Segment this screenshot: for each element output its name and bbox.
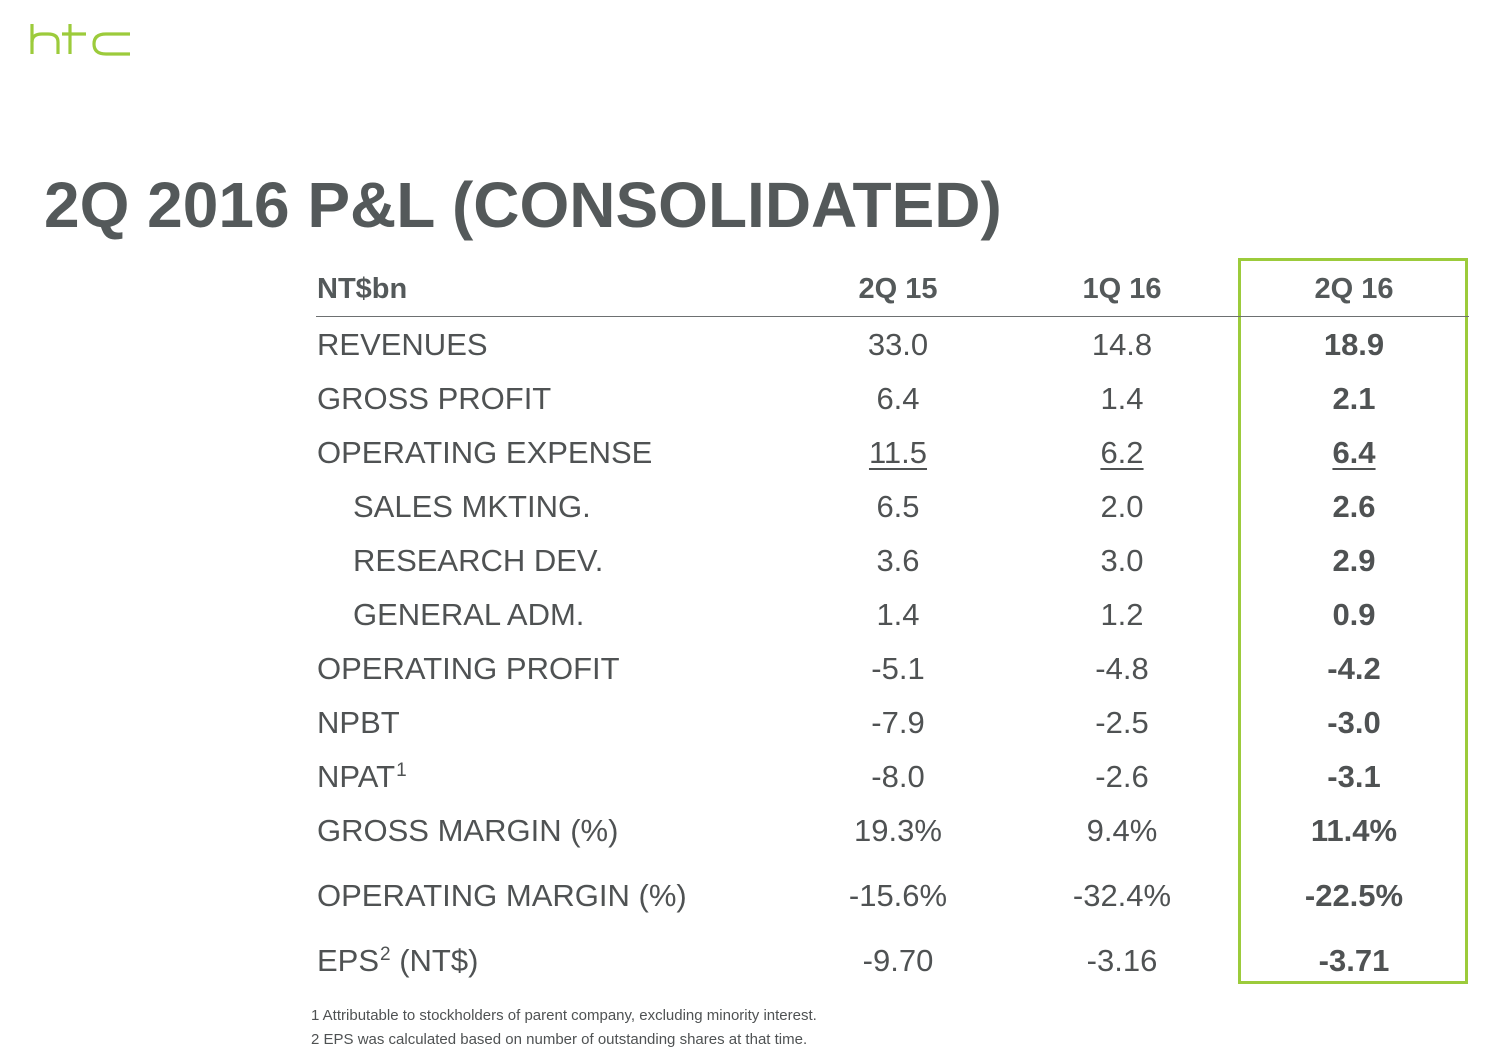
value-2q15: 19.3%	[854, 813, 942, 848]
page-title: 2Q 2016 P&L (CONSOLIDATED)	[44, 169, 1002, 241]
value-2q15: 6.5	[876, 489, 920, 524]
value-2q15: -8.0	[871, 759, 925, 794]
value-1q16: -2.6	[1095, 759, 1149, 794]
value-2q15: -15.6%	[848, 878, 948, 913]
value-2q16: 0.9	[1332, 597, 1376, 632]
table-row-operating-margin: OPERATING MARGIN (%) -15.6% -32.4% -22.5…	[0, 876, 1500, 916]
footnotes: 1 Attributable to stockholders of parent…	[311, 1004, 817, 1052]
value-2q15: -9.70	[862, 943, 934, 978]
row-label: OPERATING EXPENSE	[317, 435, 653, 470]
value-2q16: -3.71	[1318, 943, 1390, 978]
htc-logo	[30, 24, 130, 56]
row-label: SALES MKTING.	[353, 489, 591, 524]
value-1q16: -32.4%	[1072, 878, 1172, 913]
row-label: OPERATING MARGIN (%)	[317, 878, 687, 913]
row-label: NPAT	[317, 759, 396, 794]
value-2q16: 18.9	[1323, 327, 1385, 362]
table-row-general-adm: GENERAL ADM. 1.4 1.2 0.9	[0, 595, 1500, 635]
value-2q15: 3.6	[876, 543, 920, 578]
col-header-2q15: 2Q 15	[858, 273, 938, 305]
table-row-gross-margin: GROSS MARGIN (%) 19.3% 9.4% 11.4%	[0, 811, 1500, 851]
value-1q16: -4.8	[1095, 651, 1149, 686]
value-1q16: 1.2	[1100, 597, 1144, 632]
value-2q15: 33.0	[867, 327, 929, 362]
value-2q16: -3.0	[1327, 705, 1381, 740]
value-2q16: -3.1	[1327, 759, 1381, 794]
footnote-1: 1 Attributable to stockholders of parent…	[311, 1007, 817, 1024]
row-label: GROSS MARGIN (%)	[317, 813, 619, 848]
table-header-row: NT$bn 2Q 15 1Q 16 2Q 16	[0, 269, 1500, 309]
value-1q16: 2.0	[1100, 489, 1144, 524]
value-2q16: 2.1	[1332, 381, 1376, 416]
table-row-eps: EPS2 (NT$) -9.70 -3.16 -3.71	[0, 941, 1500, 981]
table-row-sales-marketing: SALES MKTING. 6.5 2.0 2.6	[0, 487, 1500, 527]
table-row-research-dev: RESEARCH DEV. 3.6 3.0 2.9	[0, 541, 1500, 581]
row-label: REVENUES	[317, 327, 488, 362]
table-row-operating-expense: OPERATING EXPENSE 11.5 6.2 6.4	[0, 433, 1500, 473]
value-2q15: 6.4	[876, 381, 920, 416]
footnote-marker: 2	[380, 944, 391, 965]
table-row-operating-profit: OPERATING PROFIT -5.1 -4.8 -4.2	[0, 649, 1500, 689]
value-1q16: -2.5	[1095, 705, 1149, 740]
table-row-npbt: NPBT -7.9 -2.5 -3.0	[0, 703, 1500, 743]
unit-header: NT$bn	[317, 273, 408, 305]
value-2q16: -22.5%	[1304, 878, 1404, 913]
row-label: EPS	[317, 943, 380, 978]
value-2q15: -7.9	[871, 705, 925, 740]
value-2q15: 11.5	[868, 435, 928, 470]
value-1q16: 6.2	[1100, 435, 1144, 470]
value-1q16: 1.4	[1100, 381, 1144, 416]
row-label: RESEARCH DEV.	[353, 543, 604, 578]
row-label: OPERATING PROFIT	[317, 651, 620, 686]
current-quarter-highlight	[1238, 258, 1468, 984]
row-label: GENERAL ADM.	[353, 597, 585, 632]
value-1q16: 9.4%	[1086, 813, 1158, 848]
value-2q16: 2.9	[1332, 543, 1376, 578]
row-label-suffix: (NT$)	[390, 943, 479, 978]
value-2q15: 1.4	[876, 597, 920, 632]
header-divider	[316, 316, 1469, 317]
col-header-2q16: 2Q 16	[1314, 273, 1394, 305]
table-row-revenues: REVENUES 33.0 14.8 18.9	[0, 325, 1500, 365]
footnote-marker: 1	[396, 760, 407, 781]
table-row-gross-profit: GROSS PROFIT 6.4 1.4 2.1	[0, 379, 1500, 419]
footnote-2: 2 EPS was calculated based on number of …	[311, 1031, 808, 1048]
value-2q16: 11.4%	[1310, 813, 1398, 848]
row-label: GROSS PROFIT	[317, 381, 552, 416]
value-2q16: 6.4	[1332, 435, 1376, 470]
value-2q16: 2.6	[1332, 489, 1376, 524]
value-1q16: 14.8	[1091, 327, 1153, 362]
col-header-1q16: 1Q 16	[1082, 273, 1162, 305]
value-2q16: -4.2	[1327, 651, 1381, 686]
value-1q16: -3.16	[1086, 943, 1158, 978]
value-1q16: 3.0	[1100, 543, 1144, 578]
table-row-npat: NPAT1 -8.0 -2.6 -3.1	[0, 757, 1500, 797]
value-2q15: -5.1	[871, 651, 925, 686]
row-label: NPBT	[317, 705, 400, 740]
